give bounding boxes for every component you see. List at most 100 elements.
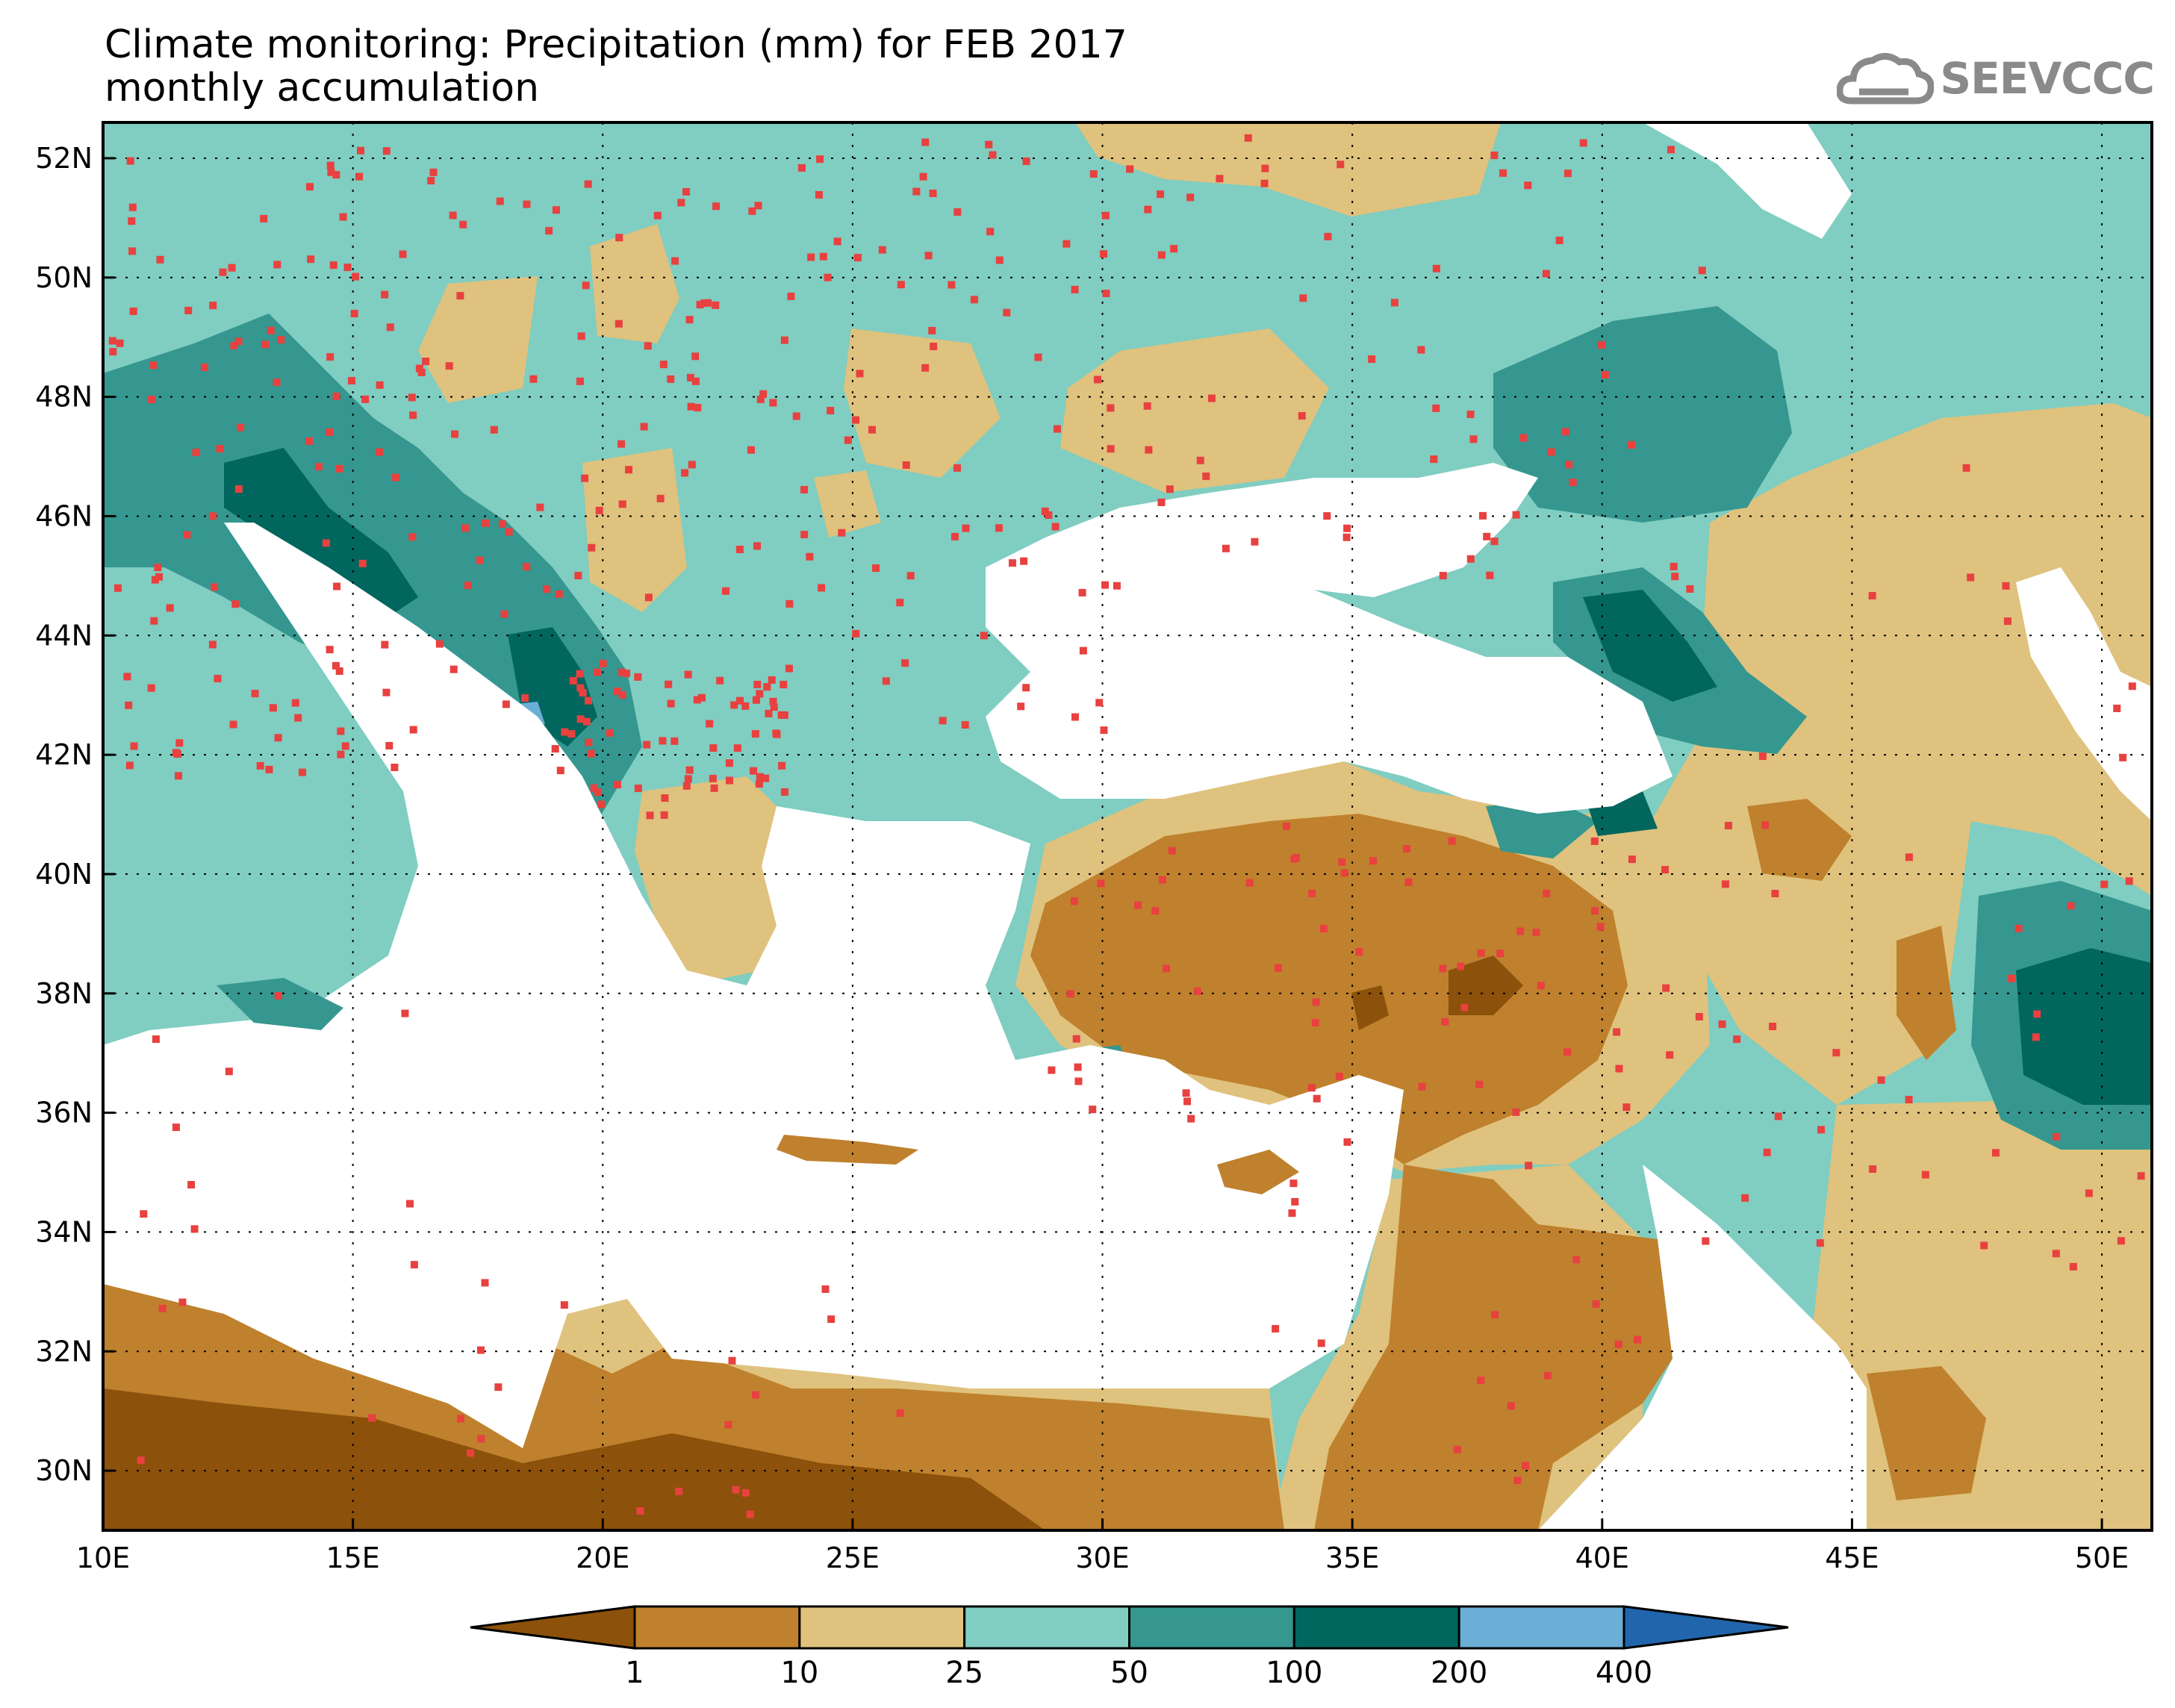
- station-marker: [1282, 822, 1290, 830]
- station-marker: [1261, 164, 1269, 172]
- station-marker: [581, 474, 589, 482]
- station-marker: [496, 197, 504, 205]
- station-marker: [150, 617, 158, 625]
- station-marker: [961, 720, 969, 729]
- station-marker: [261, 340, 270, 349]
- station-marker: [1186, 193, 1195, 202]
- station-marker: [1089, 170, 1098, 178]
- station-marker: [1089, 1106, 1097, 1114]
- station-marker: [381, 640, 389, 649]
- station-marker: [1183, 1097, 1192, 1106]
- title-line-1: Climate monitoring: Precipitation (mm) f…: [105, 22, 1127, 67]
- station-marker: [1207, 394, 1216, 402]
- station-marker: [780, 788, 788, 797]
- station-marker: [273, 261, 281, 269]
- station-marker: [1469, 435, 1478, 443]
- station-marker: [1524, 181, 1532, 190]
- station-marker: [906, 572, 915, 580]
- station-marker: [225, 1068, 233, 1076]
- station-marker: [751, 730, 759, 738]
- station-marker: [1439, 572, 1447, 580]
- station-marker: [778, 761, 786, 770]
- station-marker: [1499, 169, 1507, 177]
- station-marker: [1340, 869, 1348, 877]
- station-marker: [306, 183, 314, 191]
- station-marker: [335, 667, 343, 675]
- station-marker: [2033, 1010, 2041, 1018]
- station-marker: [755, 780, 763, 788]
- station-marker: [661, 794, 669, 802]
- station-marker: [1905, 853, 1913, 861]
- station-marker: [543, 585, 551, 593]
- station-marker: [1547, 448, 1555, 456]
- station-marker: [685, 316, 694, 324]
- station-marker: [1543, 1371, 1552, 1380]
- station-marker: [1771, 889, 1779, 897]
- station-marker: [326, 161, 335, 169]
- station-marker: [1563, 1048, 1572, 1056]
- station-marker: [816, 155, 824, 163]
- station-marker: [1062, 240, 1071, 248]
- station-marker: [386, 323, 394, 331]
- station-marker: [1483, 532, 1491, 540]
- station-marker: [314, 463, 323, 471]
- station-marker: [435, 640, 444, 648]
- station-marker: [1769, 1022, 1777, 1030]
- station-marker: [464, 582, 472, 590]
- station-marker: [838, 529, 846, 537]
- station-marker: [1151, 907, 1160, 915]
- station-marker: [500, 610, 508, 618]
- station-marker: [844, 436, 852, 444]
- station-marker: [2008, 974, 2016, 982]
- station-marker: [1592, 1300, 1600, 1308]
- station-marker: [130, 742, 138, 750]
- station-marker: [137, 1456, 145, 1465]
- station-marker: [1158, 876, 1166, 884]
- station-marker: [391, 473, 399, 481]
- station-marker: [924, 252, 933, 260]
- station-marker: [659, 737, 667, 745]
- station-marker: [579, 688, 587, 696]
- station-marker: [1466, 555, 1475, 563]
- station-marker: [1417, 346, 1425, 354]
- station-marker: [376, 381, 384, 389]
- station-marker: [688, 461, 696, 469]
- station-marker: [962, 524, 970, 532]
- station-marker: [294, 714, 302, 722]
- colorbar-label: 50: [1110, 1656, 1148, 1690]
- station-marker: [1313, 1094, 1321, 1103]
- station-marker: [156, 255, 164, 264]
- station-marker: [730, 701, 738, 709]
- station-marker: [1071, 713, 1079, 721]
- station-marker: [1101, 581, 1110, 589]
- station-marker: [681, 469, 689, 477]
- station-marker: [595, 506, 603, 514]
- station-marker: [1991, 1149, 2000, 1157]
- station-marker: [986, 228, 995, 236]
- station-marker: [576, 670, 584, 678]
- station-marker: [339, 213, 347, 221]
- station-marker: [684, 775, 692, 783]
- station-marker: [930, 343, 938, 351]
- station-marker: [173, 750, 181, 758]
- lat-tick-label: 52N: [35, 142, 93, 175]
- station-marker: [109, 348, 117, 356]
- colorbar-label: 100: [1266, 1656, 1322, 1690]
- station-marker: [1403, 845, 1411, 853]
- station-marker: [175, 772, 183, 780]
- station-marker: [827, 407, 835, 415]
- station-marker: [694, 404, 702, 412]
- station-marker: [686, 373, 694, 381]
- station-marker: [656, 494, 665, 502]
- station-marker: [567, 730, 576, 738]
- station-marker: [260, 214, 268, 222]
- colorbar-box: [1292, 1605, 1460, 1650]
- station-marker: [1074, 1077, 1083, 1085]
- station-marker: [449, 665, 458, 673]
- station-marker: [327, 168, 335, 176]
- station-marker: [1532, 928, 1540, 936]
- station-marker: [919, 172, 927, 181]
- station-marker: [712, 202, 721, 211]
- station-marker: [2100, 880, 2109, 888]
